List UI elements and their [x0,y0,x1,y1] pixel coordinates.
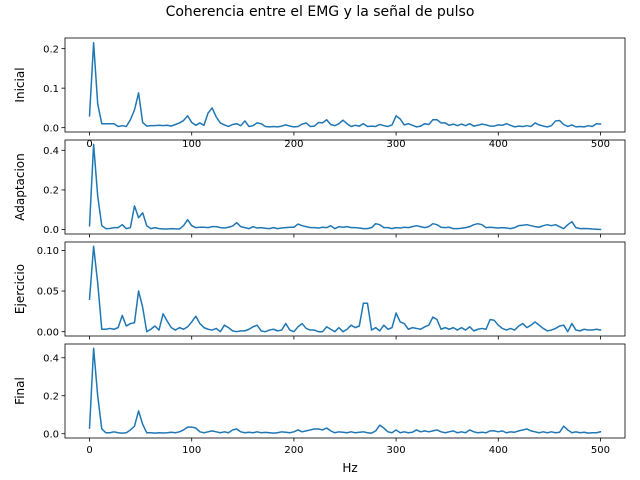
y-tick-label-3-0: 0.0 [43,429,59,440]
figure-title: Coherencia entre el EMG y la señal de pu… [166,4,475,20]
axes-frame-2 [64,241,626,337]
x-tick-label-0-0: 0 [86,139,92,150]
subplot-3: 0 100 200 300 400 500 0.0 0.2 0.4 Final [13,343,626,456]
x-tick-label-3-3: 300 [387,445,406,456]
x-tick-label-3-4: 400 [489,445,508,456]
x-tick-label-3-1: 100 [182,445,201,456]
y-axis-label-3: Final [13,377,27,405]
y-tick-label-1-1: 0.2 [43,186,59,197]
y-tick-label-3-2: 0.4 [43,353,59,364]
y-tick-label-0-1: 0.1 [43,84,59,95]
y-axis-label-1: Adaptacion [13,153,27,221]
x-tick-label-0-3: 300 [387,139,406,150]
x-tick-label-0-2: 200 [284,139,303,150]
series-line-0-0 [88,41,602,128]
y-tick-label-0-2: 0.2 [43,44,59,55]
x-tick-label-0-4: 400 [489,139,508,150]
y-tick-label-2-2: 0.10 [37,246,59,257]
axes-frame-1 [64,139,626,235]
x-tick-label-0-5: 500 [591,139,610,150]
y-axis-label-2: Ejercicio [13,264,27,314]
y-tick-label-0-0: 0.0 [43,123,59,134]
subplots: 0 100 200 300 400 5000.00.10.2Inicial0.00.20.… [13,37,626,456]
y-tick-label-1-2: 0.4 [43,146,59,157]
y-axis-label-0: Inicial [13,67,27,102]
series-line-1-0 [88,143,602,231]
x-axis-label: Hz [342,461,357,475]
y-tick-label-2-1: 0.05 [37,287,59,298]
x-tick-label-3-2: 200 [284,445,303,456]
x-tick-label-3-5: 500 [591,445,610,456]
subplot-2: 0.00 0.05 0.10 Ejercicio [13,241,626,340]
y-tick-label-2-0: 0.00 [37,327,59,338]
series-line-3-0 [88,347,602,434]
series-line-2-0 [88,245,602,333]
subplot-0: 0 100 200 300 400 500 0.0 0.1 0.2 Inicial [13,37,626,150]
y-tick-label-3-1: 0.2 [43,391,59,402]
axes-frame-0 [64,37,626,133]
axes-frame-3 [64,343,626,439]
y-tick-label-1-0: 0.0 [43,225,59,236]
x-tick-label-3-0: 0 [86,445,92,456]
subplot-1: 0.0 0.2 0.4 Adaptacion [13,139,626,238]
x-tick-label-0-1: 100 [182,139,201,150]
